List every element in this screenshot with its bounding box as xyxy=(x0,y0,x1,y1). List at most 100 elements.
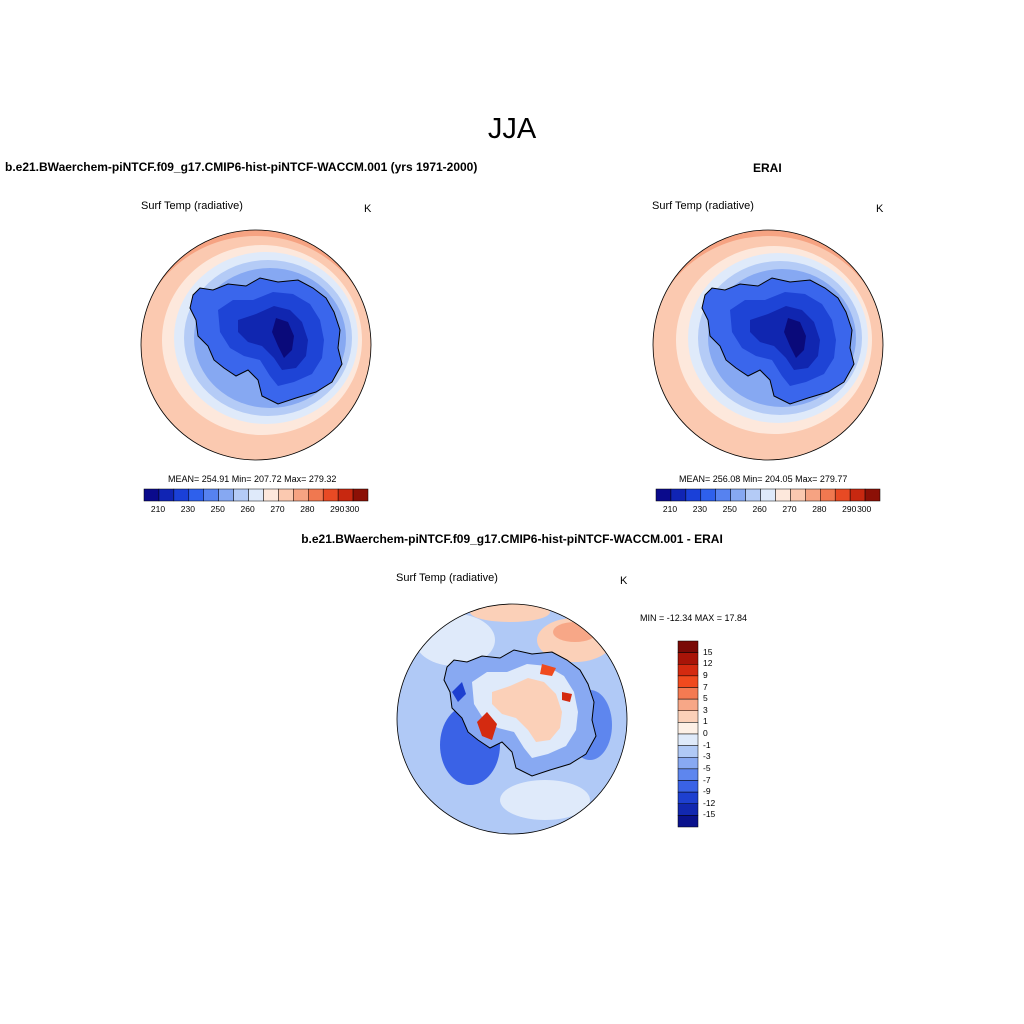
difference-colorbar-tick-label: -9 xyxy=(703,786,711,797)
difference-colorbar-swatch xyxy=(677,698,699,711)
panel-1-colorbar-tick-label: 250 xyxy=(210,504,225,514)
map-boundary xyxy=(396,603,628,835)
panel-2-stats: MEAN= 256.08 Min= 204.05 Max= 279.77 xyxy=(679,474,848,484)
difference-colorbar-swatch xyxy=(677,757,699,770)
panel-3-variable: Surf Temp (radiative) xyxy=(396,572,498,584)
panel-2-colorbar-tick-label: 260 xyxy=(752,504,767,514)
difference-colorbar-tick-label: -5 xyxy=(703,762,711,773)
panel-1-colorbar-tick-label: 210 xyxy=(150,504,166,514)
panel-2-colorbar-swatch xyxy=(775,488,791,502)
panel-1-colorbar-swatch xyxy=(322,488,339,502)
difference-colorbar-tick-label: 5 xyxy=(703,693,708,704)
panel-2-colorbar-swatch xyxy=(805,488,821,502)
panel-1-colorbar-swatch xyxy=(293,488,309,502)
difference-colorbar-swatch xyxy=(677,722,699,735)
difference-colorbar-tick-label: 15 xyxy=(703,646,713,657)
panel-3-stats: MIN = -12.34 MAX = 17.84 xyxy=(640,613,748,623)
difference-colorbar-tick-label: -12 xyxy=(703,797,716,808)
panel-1-colorbar-swatch xyxy=(263,488,279,502)
panel-1-colorbar-tick-label: 270 xyxy=(270,504,285,514)
panel-2-variable: Surf Temp (radiative) xyxy=(652,200,754,212)
panel-2-colorbar-swatch xyxy=(820,488,836,502)
panel-2-colorbar-swatch xyxy=(834,488,851,502)
panel-3-map xyxy=(396,603,628,835)
map-boundary xyxy=(140,229,372,461)
panel-1-colorbar xyxy=(143,488,369,502)
difference-colorbar-tick-label: -15 xyxy=(703,809,716,820)
panel-2-colorbar-swatch xyxy=(760,488,776,502)
panel-2-colorbar-swatch xyxy=(864,488,881,502)
panel-1-colorbar-swatch xyxy=(158,488,175,502)
panel-2-colorbar xyxy=(655,488,881,502)
panel-1-colorbar-swatch xyxy=(278,488,294,502)
panel-2-map xyxy=(652,229,884,461)
panel-1-title: b.e21.BWaerchem-piNTCF.f09_g17.CMIP6-his… xyxy=(5,160,478,174)
difference-colorbar-swatch xyxy=(677,768,699,781)
panel-1-colorbar-swatch xyxy=(188,488,204,502)
figure-title: JJA xyxy=(487,113,537,145)
panel-1-map xyxy=(140,229,372,461)
panel-2-colorbar-swatch xyxy=(670,488,687,502)
map-boundary xyxy=(652,229,884,461)
difference-colorbar-tick-label: 12 xyxy=(703,658,713,669)
panel-2-colorbar-tick-label: 280 xyxy=(812,504,827,514)
panel-2-colorbar-swatch xyxy=(849,488,866,502)
panel-2-colorbar-swatch xyxy=(685,488,702,502)
difference-colorbar-tick-label: -1 xyxy=(703,739,711,750)
panel-1-colorbar-tick-label: 290 xyxy=(330,504,345,514)
panel-2-colorbar-tick-label: 270 xyxy=(782,504,797,514)
panel-1-colorbar-swatch xyxy=(337,488,354,502)
difference-colorbar-swatch xyxy=(677,652,699,665)
difference-colorbar-tick-label: -7 xyxy=(703,774,711,785)
panel-1-colorbar-tick-label: 260 xyxy=(240,504,255,514)
panel-1-units: K xyxy=(364,203,372,215)
panel-1-colorbar-swatch xyxy=(143,488,160,502)
panel-2-colorbar-swatch xyxy=(655,488,672,502)
panel-1-colorbar-swatch xyxy=(173,488,190,502)
panel-2-colorbar-swatch xyxy=(745,488,761,502)
panel-1-colorbar-tick-label: 280 xyxy=(300,504,315,514)
difference-colorbar-tick-label: 9 xyxy=(703,669,708,680)
panel-2-colorbar-swatch xyxy=(700,488,716,502)
panel-1-colorbar-swatch xyxy=(308,488,324,502)
difference-colorbar-tick-label: 1 xyxy=(703,716,708,727)
panel-1-colorbar-swatch xyxy=(248,488,264,502)
difference-colorbar-tick-label: 0 xyxy=(703,728,708,738)
panel-2-colorbar-tick-label: 300 xyxy=(857,504,872,514)
difference-colorbar-swatch xyxy=(677,815,699,828)
difference-colorbar-swatch xyxy=(677,675,699,688)
difference-colorbar-tick-label: -3 xyxy=(703,751,711,762)
difference-colorbar-swatch xyxy=(677,640,699,653)
difference-colorbar xyxy=(677,640,699,828)
panel-1-colorbar-tick-label: 230 xyxy=(180,504,195,514)
panel-2-colorbar-tick-label: 210 xyxy=(662,504,678,514)
panel-1-colorbar-swatch xyxy=(218,488,234,502)
panel-2-title: ERAI xyxy=(753,161,782,175)
panel-1-variable: Surf Temp (radiative) xyxy=(141,200,243,212)
difference-colorbar-swatch xyxy=(677,733,699,746)
difference-colorbar-swatch xyxy=(677,687,699,700)
difference-colorbar-swatch xyxy=(677,780,699,793)
difference-colorbar-swatch xyxy=(677,745,699,758)
panel-2-colorbar-tick-label: 250 xyxy=(722,504,737,514)
panel-2-units: K xyxy=(876,203,884,215)
difference-colorbar-swatch xyxy=(677,710,699,723)
panel-2-colorbar-swatch xyxy=(730,488,746,502)
panel-2-colorbar-swatch xyxy=(715,488,731,502)
difference-colorbar-swatch xyxy=(677,803,699,816)
panel-2-colorbar-tick-label: 230 xyxy=(692,504,707,514)
panel-1-colorbar-swatch xyxy=(352,488,369,502)
panel-1-colorbar-swatch xyxy=(233,488,249,502)
panel-3-title: b.e21.BWaerchem-piNTCF.f09_g17.CMIP6-his… xyxy=(301,532,723,546)
panel-2-colorbar-swatch xyxy=(790,488,806,502)
difference-colorbar-swatch xyxy=(677,791,699,804)
difference-colorbar-tick-label: 3 xyxy=(703,704,708,715)
difference-colorbar-tick-label: 7 xyxy=(703,681,708,692)
panel-1-colorbar-swatch xyxy=(203,488,219,502)
panel-1-colorbar-tick-label: 300 xyxy=(345,504,360,514)
difference-colorbar-swatch xyxy=(677,664,699,677)
panel-1-stats: MEAN= 254.91 Min= 207.72 Max= 279.32 xyxy=(168,474,337,484)
panel-3-units: K xyxy=(620,575,628,587)
